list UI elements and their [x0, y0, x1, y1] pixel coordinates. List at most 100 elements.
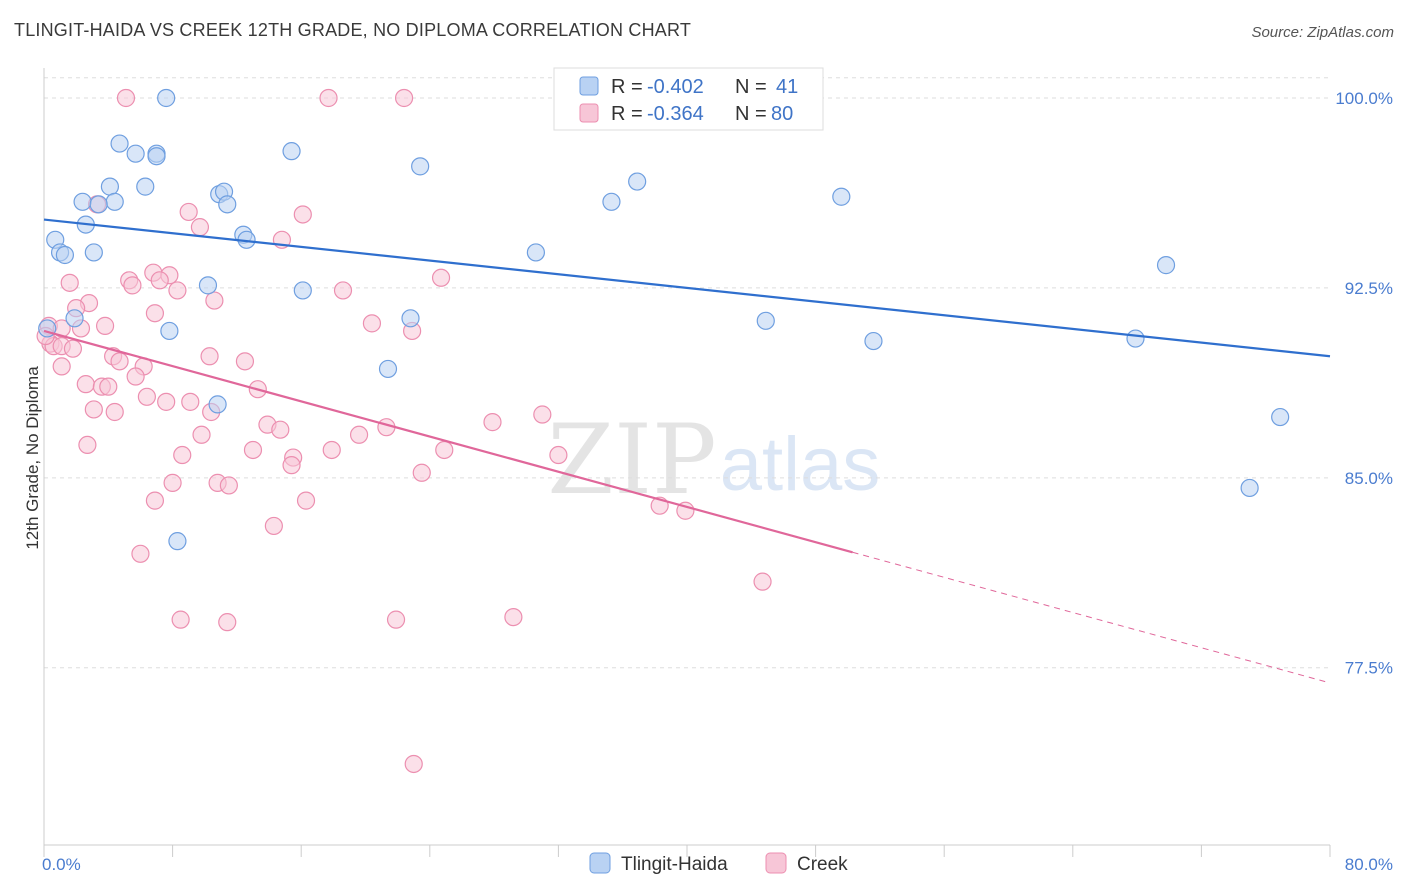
pink-point — [157, 392, 176, 411]
y-axis-label: 12th Grade, No Diploma — [23, 366, 42, 550]
legend-r-label-pink: R = — [611, 103, 643, 125]
legend-swatch-pink — [579, 103, 599, 123]
pink-point — [137, 387, 156, 406]
pink-point — [105, 402, 124, 422]
blue-point — [628, 172, 647, 191]
watermark-zip: ZIP — [547, 404, 716, 516]
pink-point — [192, 425, 211, 444]
pink-point — [431, 268, 451, 287]
blue-point — [157, 88, 176, 108]
pink-point — [333, 281, 353, 300]
pink-point — [753, 572, 772, 591]
pink-point — [319, 88, 338, 108]
pink-point — [362, 314, 382, 333]
blue-point — [160, 321, 179, 341]
blue-point — [756, 311, 775, 330]
blue-point — [147, 147, 166, 166]
blue-point — [208, 395, 227, 414]
pink-point — [95, 316, 115, 335]
x-tick-label: 80.0% — [1345, 855, 1393, 874]
legend-n-value-blue: 41 — [776, 76, 798, 98]
pink-point — [322, 440, 341, 460]
pink-point — [271, 420, 290, 439]
pink-trend-extension — [852, 551, 1331, 684]
pink-point — [386, 610, 406, 629]
pink-point — [99, 377, 118, 396]
pink-point — [218, 613, 237, 632]
pink-point — [243, 440, 263, 460]
y-tick-label: 100.0% — [1335, 89, 1393, 108]
axes — [43, 68, 1331, 857]
pink-point — [163, 473, 182, 492]
pink-point — [282, 456, 301, 475]
pink-point — [60, 273, 79, 292]
pink-point — [676, 501, 695, 520]
blue-point — [84, 243, 103, 262]
x-tick-label: 0.0% — [42, 855, 81, 874]
pink-point — [145, 304, 165, 323]
blue-point — [282, 142, 301, 161]
blue-point — [1240, 478, 1259, 498]
blue-point — [401, 309, 420, 328]
pink-point — [168, 281, 187, 300]
pink-point — [123, 276, 142, 295]
pink-point — [483, 413, 502, 432]
tlingit-haida-points — [38, 88, 1290, 551]
blue-point — [110, 134, 129, 153]
legend-r-value-blue: -0.402 — [647, 76, 704, 98]
blue-point — [65, 309, 84, 328]
y-tick-label: 92.5% — [1345, 279, 1393, 298]
pink-point — [84, 400, 103, 419]
pink-point — [200, 347, 219, 366]
legend-box — [553, 67, 824, 131]
pink-point — [131, 544, 150, 563]
trend-lines — [43, 218, 1331, 684]
pink-point — [412, 463, 431, 482]
blue-point — [89, 195, 108, 214]
pink-point — [504, 607, 523, 627]
legend-n-label-pink: N = — [735, 103, 767, 125]
bottom-legend-swatch-pink — [765, 852, 787, 874]
y-tick-label: 77.5% — [1345, 659, 1393, 678]
pink-point — [63, 339, 83, 358]
blue-point — [1126, 329, 1145, 348]
blue-point — [126, 144, 145, 163]
pink-point — [190, 218, 210, 237]
pink-point — [179, 202, 198, 222]
blue-trend-line — [43, 218, 1331, 358]
bottom-legend-label-pink: Creek — [797, 854, 848, 875]
blue-point — [105, 192, 124, 211]
pink-point — [349, 425, 369, 444]
pink-point — [394, 88, 414, 108]
pink-point — [435, 440, 454, 460]
legend-swatch-blue — [579, 76, 599, 96]
blue-point — [1156, 256, 1176, 275]
pink-point — [150, 271, 169, 290]
x-tick-labels: 0.0% 80.0% — [42, 855, 1393, 874]
pink-point — [296, 491, 316, 510]
blue-point — [526, 243, 545, 262]
pink-point — [533, 405, 552, 424]
pink-point — [76, 375, 95, 394]
pink-point — [264, 516, 283, 536]
source-credit: Source: ZipAtlas.com — [1251, 24, 1394, 41]
blue-point — [832, 187, 851, 206]
y-tick-labels: 100.0% 92.5% 85.0% 77.5% — [1335, 89, 1393, 678]
pink-point — [235, 352, 255, 371]
legend-r-value-pink: -0.364 — [647, 103, 704, 125]
pink-point — [205, 291, 224, 310]
blue-point — [100, 177, 120, 196]
pink-point — [126, 367, 145, 386]
blue-point — [168, 532, 187, 551]
gridlines — [44, 77, 1330, 669]
legend-n-label-blue: N = — [735, 76, 767, 98]
legend: R = -0.402 N = 41 R = -0.364 N = 80 — [553, 67, 824, 131]
pink-point — [110, 352, 129, 371]
bottom-legend-label-blue: Tlingit-Haida — [621, 854, 728, 875]
blue-point — [55, 245, 74, 265]
blue-point — [218, 195, 237, 214]
y-tick-label: 85.0% — [1345, 469, 1393, 488]
blue-point — [1271, 407, 1290, 427]
pink-point — [78, 435, 97, 455]
